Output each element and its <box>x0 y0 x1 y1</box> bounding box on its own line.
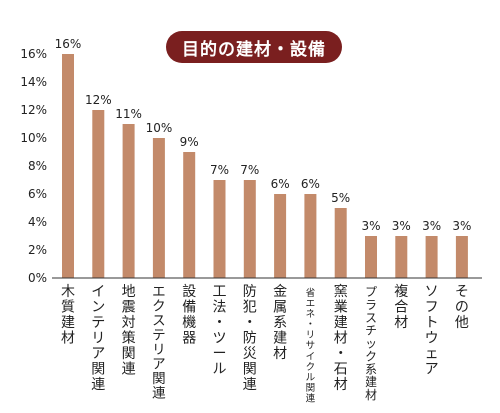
y-tick-label: 12% <box>20 103 47 117</box>
x-axis-labels: 木質建材 インテリア関連 地震対策関連 エクステリア関連 設備機器 工法・ツール 防犯・防災… <box>61 283 469 404</box>
data-label: 3% <box>422 219 441 233</box>
bar <box>183 152 196 278</box>
y-tick-label: 0% <box>28 271 47 285</box>
bar <box>92 110 105 278</box>
chart-title: 目的の建材・設備 <box>166 31 342 63</box>
bar <box>455 236 468 278</box>
bar <box>213 180 226 278</box>
bars <box>62 54 468 278</box>
bar <box>62 54 74 278</box>
bar <box>304 194 317 278</box>
bar <box>425 236 438 278</box>
x-tick-label: 複合材 <box>394 283 408 331</box>
x-tick-label: 防犯・防災関連 <box>243 284 257 393</box>
data-label: 3% <box>452 219 471 233</box>
bar <box>243 180 256 278</box>
bar <box>152 138 165 278</box>
data-label: 7% <box>240 163 259 177</box>
data-label: 3% <box>361 219 380 233</box>
data-label: 6% <box>271 177 290 191</box>
y-tick-label: 16% <box>20 47 47 61</box>
bar <box>122 124 135 278</box>
bar <box>365 236 377 278</box>
y-tick-label: 10% <box>20 131 47 145</box>
y-tick-label: 6% <box>28 187 47 201</box>
y-tick-label: 8% <box>28 159 47 173</box>
y-tick-label: 4% <box>28 215 47 229</box>
x-tick-label: 地震対策関連 <box>122 284 136 378</box>
y-axis: 0% 2% 4% 6% 8% 10% 12% 14% 16% <box>20 47 47 285</box>
data-label: 16% <box>55 37 82 51</box>
x-tick-label: インテリア関連 <box>91 284 105 393</box>
x-tick-label: エクステリア関連 <box>152 284 166 402</box>
x-tick-label: 設備機器 <box>182 284 196 347</box>
data-label: 10% <box>146 121 173 135</box>
x-tick-label: 窯業建材・石材 <box>334 283 348 393</box>
data-label: 3% <box>392 219 411 233</box>
data-label: 5% <box>331 191 350 205</box>
data-label: 7% <box>210 163 229 177</box>
x-tick-label: 省エネ・リサイクル関連 <box>306 287 316 404</box>
data-label: 6% <box>301 177 320 191</box>
bar <box>334 208 347 278</box>
bar <box>395 236 408 278</box>
data-label: 9% <box>180 135 199 149</box>
bar <box>274 194 287 278</box>
data-label: 11% <box>115 107 142 121</box>
x-tick-label: 木質建材 <box>61 284 75 347</box>
data-label: 12% <box>85 93 112 107</box>
x-tick-label: プラスチック系建材 <box>365 285 377 402</box>
y-tick-label: 14% <box>20 75 47 89</box>
y-tick-label: 2% <box>28 243 47 257</box>
x-tick-label: 金属系建材 <box>273 284 287 362</box>
x-tick-label: その他 <box>455 284 469 331</box>
x-tick-label: ソフトウェア <box>425 284 439 378</box>
value-labels: 16% 12%11% 10% 9% 7% 7% 6% 6% 5% 3% 3% 3% 3% <box>55 37 472 233</box>
x-tick-label: 工法・ツール <box>213 284 227 378</box>
